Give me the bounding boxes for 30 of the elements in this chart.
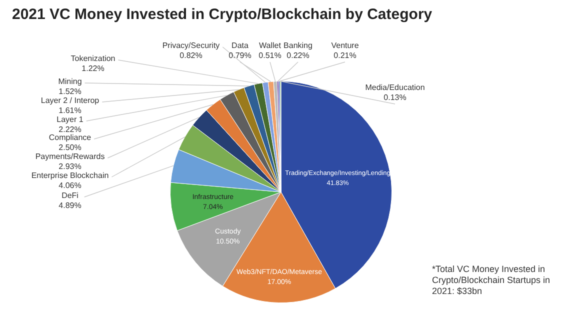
data-label: 1.52%	[58, 87, 82, 96]
data-label: 1.22%	[82, 64, 104, 73]
chart-title: 2021 VC Money Invested in Crypto/Blockchain by Category	[12, 6, 432, 23]
data-label: 0.82%	[180, 51, 202, 60]
slice-label: Venture	[331, 41, 360, 50]
slice-label: Banking	[284, 41, 312, 50]
data-label: 4.06%	[58, 181, 82, 190]
data-label: 1.61%	[58, 106, 82, 115]
slice-label: Media/Education	[365, 83, 425, 92]
slice-label: Payments/Rewards	[35, 152, 105, 161]
data-label: 0.13%	[384, 93, 406, 102]
slice-label: Wallet	[259, 41, 282, 50]
slice-label: Mining	[58, 77, 82, 86]
slice-label: Layer 1	[56, 115, 84, 124]
slice-label: Compliance	[48, 133, 92, 142]
slice-label: Enterprise Blockchain	[31, 171, 109, 180]
data-label: 2.22%	[58, 125, 82, 134]
data-label: 2.50%	[58, 143, 82, 152]
data-label: 0.51%	[258, 51, 282, 60]
slice-label: Tokenization	[70, 54, 116, 63]
slice-label: Layer 2 / Interop	[40, 96, 100, 105]
slice-label: Privacy/Security	[162, 41, 220, 50]
slice-label: Data	[232, 41, 249, 50]
data-label: 0.22%	[286, 51, 310, 60]
data-label: 4.89%	[58, 201, 82, 210]
data-label: 2.93%	[58, 162, 82, 171]
data-label: 0.21%	[334, 51, 356, 60]
text: *Total VC Money Invested in Crypto/Blockchain Startups in 2021: $33bn	[432, 264, 552, 297]
data-label: 0.79%	[228, 51, 252, 60]
slice-label: DeFi	[62, 191, 79, 200]
